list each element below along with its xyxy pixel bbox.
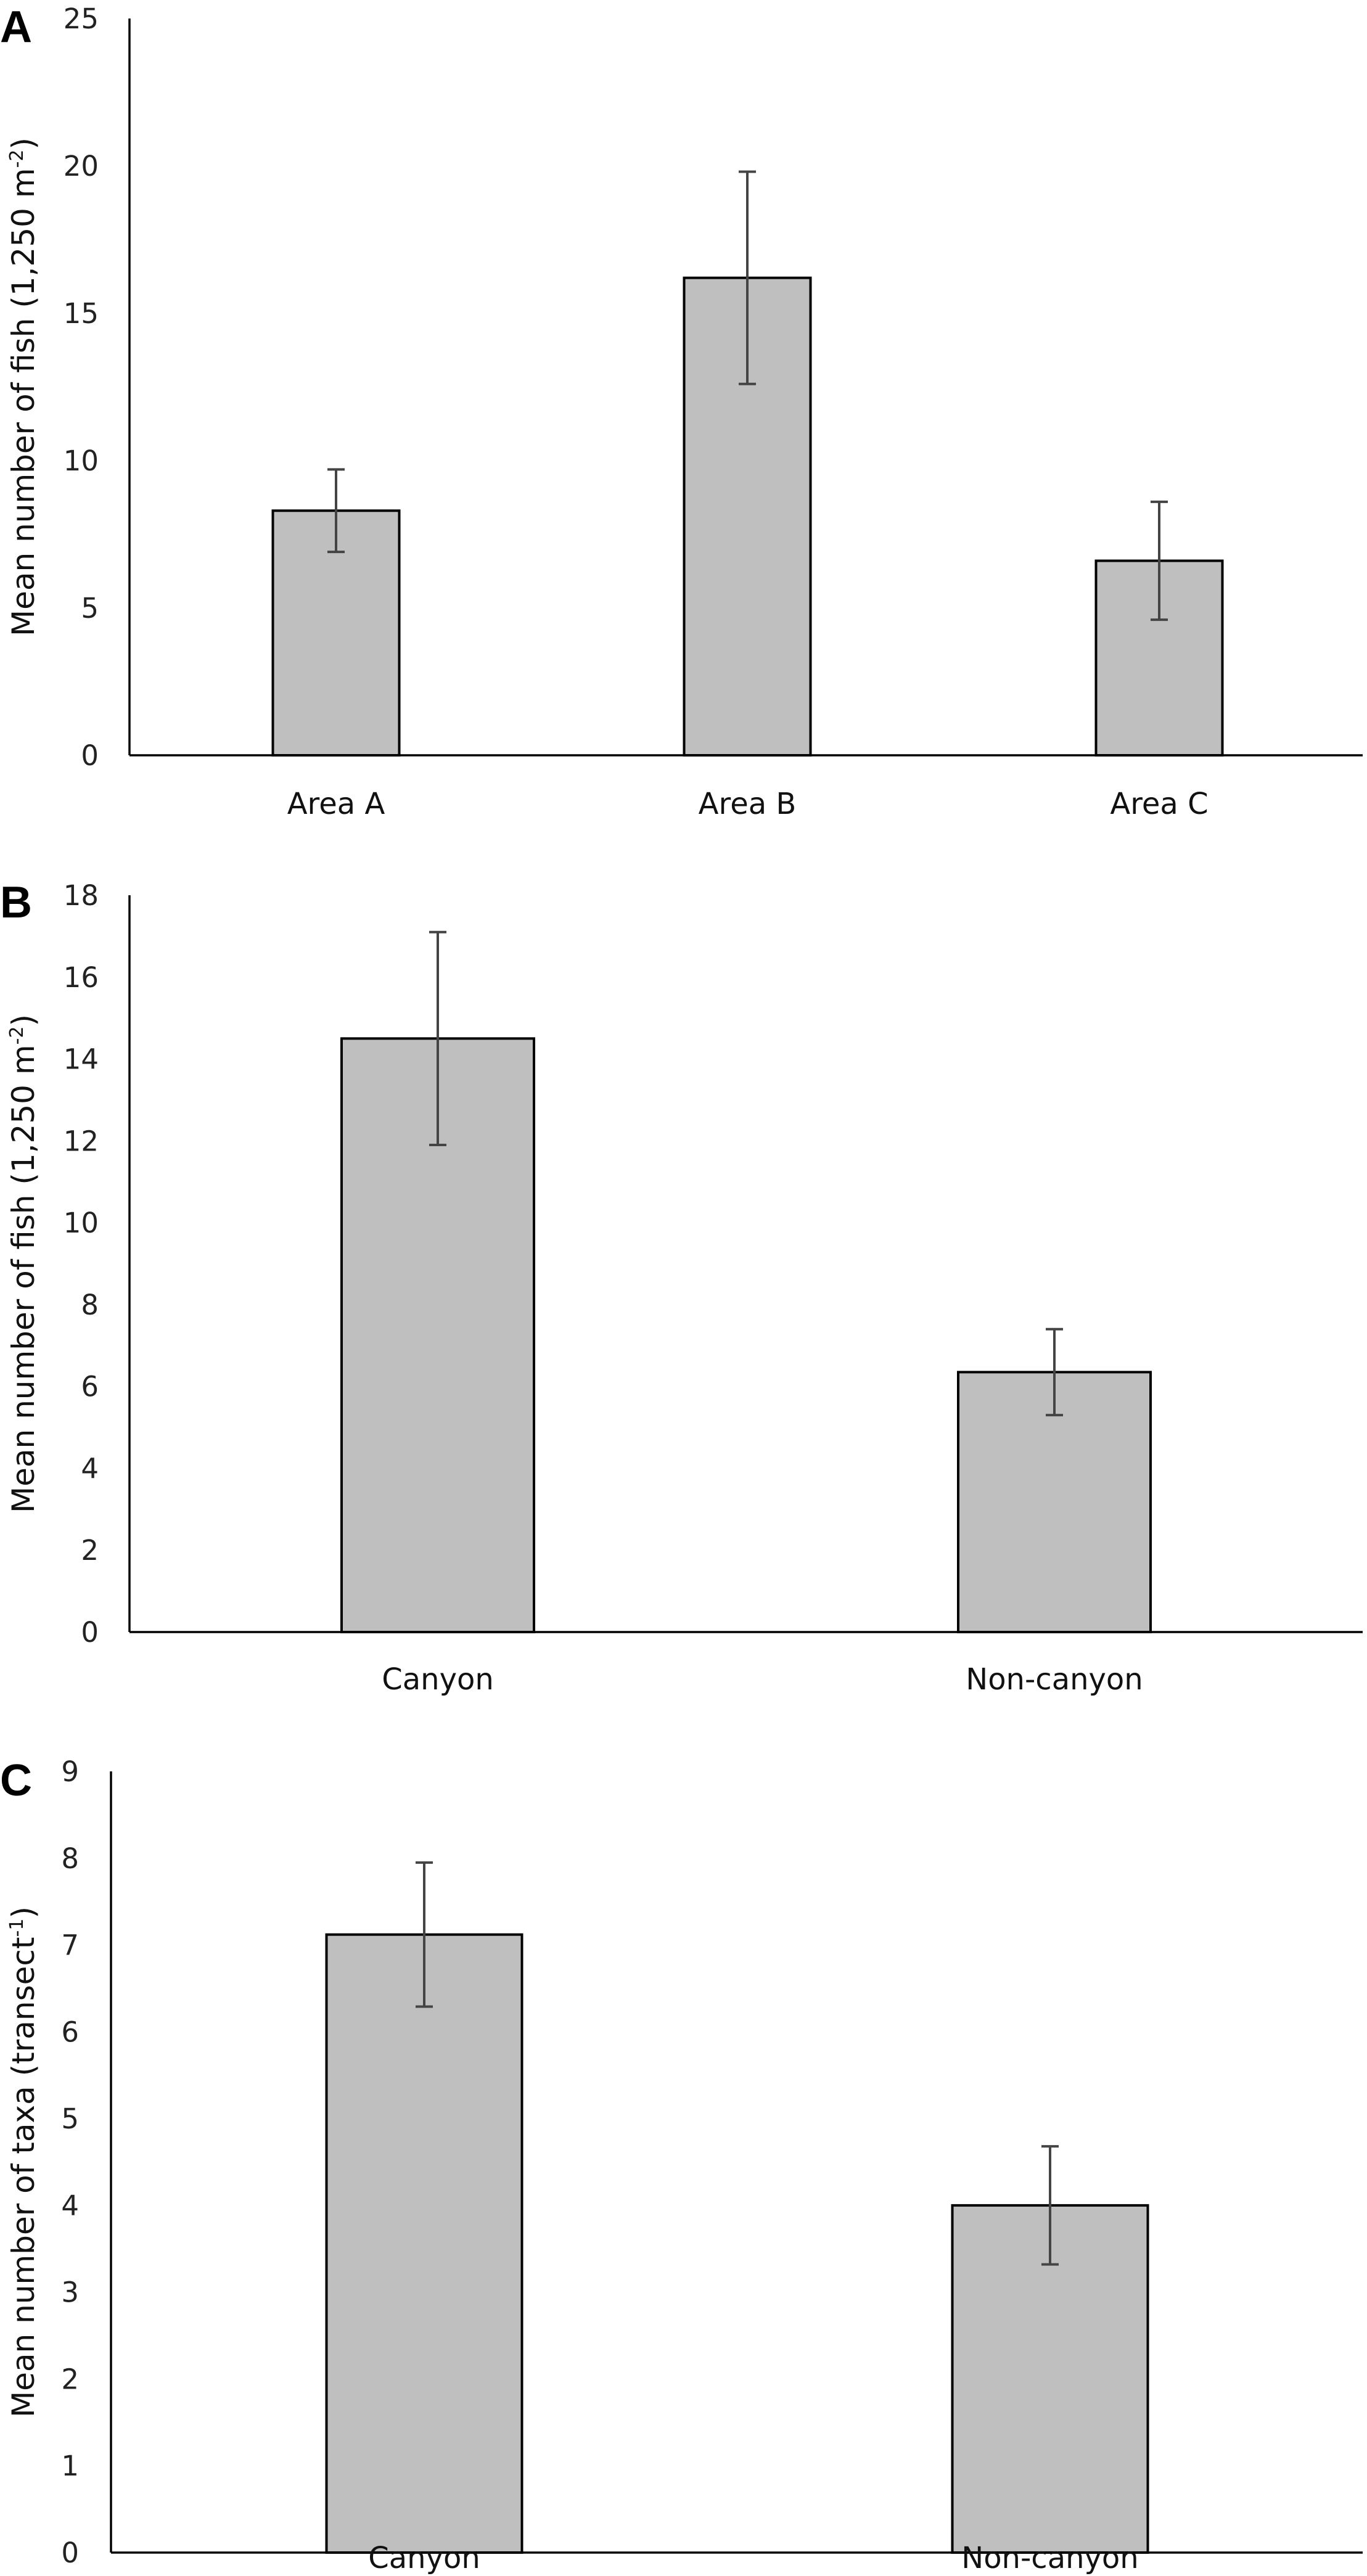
y-axis-title-main: Mean number of fish (1,250 m xyxy=(6,168,41,636)
y-tick-label: 9 xyxy=(61,1755,79,1788)
y-axis-title: Mean number of taxa (transect-1) xyxy=(6,1906,41,2418)
y-axis-title-tail: ) xyxy=(6,1014,41,1027)
y-tick-label: 2 xyxy=(61,2363,79,2395)
y-tick-label: 0 xyxy=(81,1616,99,1649)
y-tick-label: 8 xyxy=(81,1289,99,1321)
y-tick-label: 8 xyxy=(61,1842,79,1875)
y-tick-label: 10 xyxy=(64,445,99,477)
category-label: Area B xyxy=(699,787,797,821)
y-tick-label: 4 xyxy=(81,1452,99,1485)
panel-letter: C xyxy=(0,1756,32,1805)
y-tick-label: 20 xyxy=(64,150,99,183)
y-tick-label: 7 xyxy=(61,1929,79,1962)
y-axis-title-main: Mean number of fish (1,250 m xyxy=(6,1044,41,1513)
y-tick-label: 0 xyxy=(81,739,99,772)
y-axis-title-superscript: -2 xyxy=(6,149,28,168)
bar xyxy=(683,276,812,757)
category-label: Non-canyon xyxy=(966,1662,1143,1697)
y-axis-title-tail: ) xyxy=(6,137,41,150)
y-axis-title: Mean number of fish (1,250 m-2) xyxy=(6,137,41,636)
y-axis-title-main: Mean number of taxa (transect xyxy=(6,1937,41,2418)
panel-b: B 0 2 4 6 8 10 12 14 16 18 Canyon Non-canyon Mean num… xyxy=(0,878,1363,1697)
y-axis-title-superscript: -2 xyxy=(6,1026,28,1044)
y-tick-label: 1 xyxy=(61,2450,79,2482)
category-label: Canyon xyxy=(368,2541,480,2575)
category-label: Canyon xyxy=(382,1662,494,1697)
category-label: Area A xyxy=(287,787,385,821)
y-tick-label: 15 xyxy=(64,297,99,330)
y-tick-label: 14 xyxy=(64,1043,99,1076)
y-tick-label: 0 xyxy=(61,2537,79,2569)
y-tick-label: 3 xyxy=(61,2276,79,2309)
y-axis-title: Mean number of fish (1,250 m-2) xyxy=(6,1014,41,1513)
y-tick-label: 18 xyxy=(64,879,99,912)
panel-letter: A xyxy=(0,2,32,52)
y-tick-label: 6 xyxy=(81,1371,99,1403)
bar xyxy=(325,1933,523,2554)
y-tick-label: 2 xyxy=(81,1534,99,1567)
y-tick-label: 5 xyxy=(61,2102,79,2135)
y-axis-title-tail: ) xyxy=(6,1906,41,1919)
y-tick-label: 6 xyxy=(61,2016,79,2048)
y-tick-label: 4 xyxy=(61,2189,79,2222)
panel-c: C 0 1 2 3 4 5 6 7 8 9 Canyon Non-canyon Mean number o… xyxy=(0,1755,1363,2575)
y-tick-label: 12 xyxy=(64,1125,99,1157)
panel-letter: B xyxy=(0,878,32,927)
y-tick-label: 10 xyxy=(64,1207,99,1239)
category-label: Non-canyon xyxy=(961,2541,1138,2575)
category-label: Area C xyxy=(1110,787,1208,821)
y-tick-label: 5 xyxy=(81,592,99,625)
y-tick-label: 16 xyxy=(64,961,99,994)
y-axis-title-superscript: -1 xyxy=(6,1919,28,1937)
y-tick-label: 25 xyxy=(64,2,99,35)
panel-a: A 0 5 10 15 20 25 Area A Area B Area C Mean number… xyxy=(0,2,1363,821)
